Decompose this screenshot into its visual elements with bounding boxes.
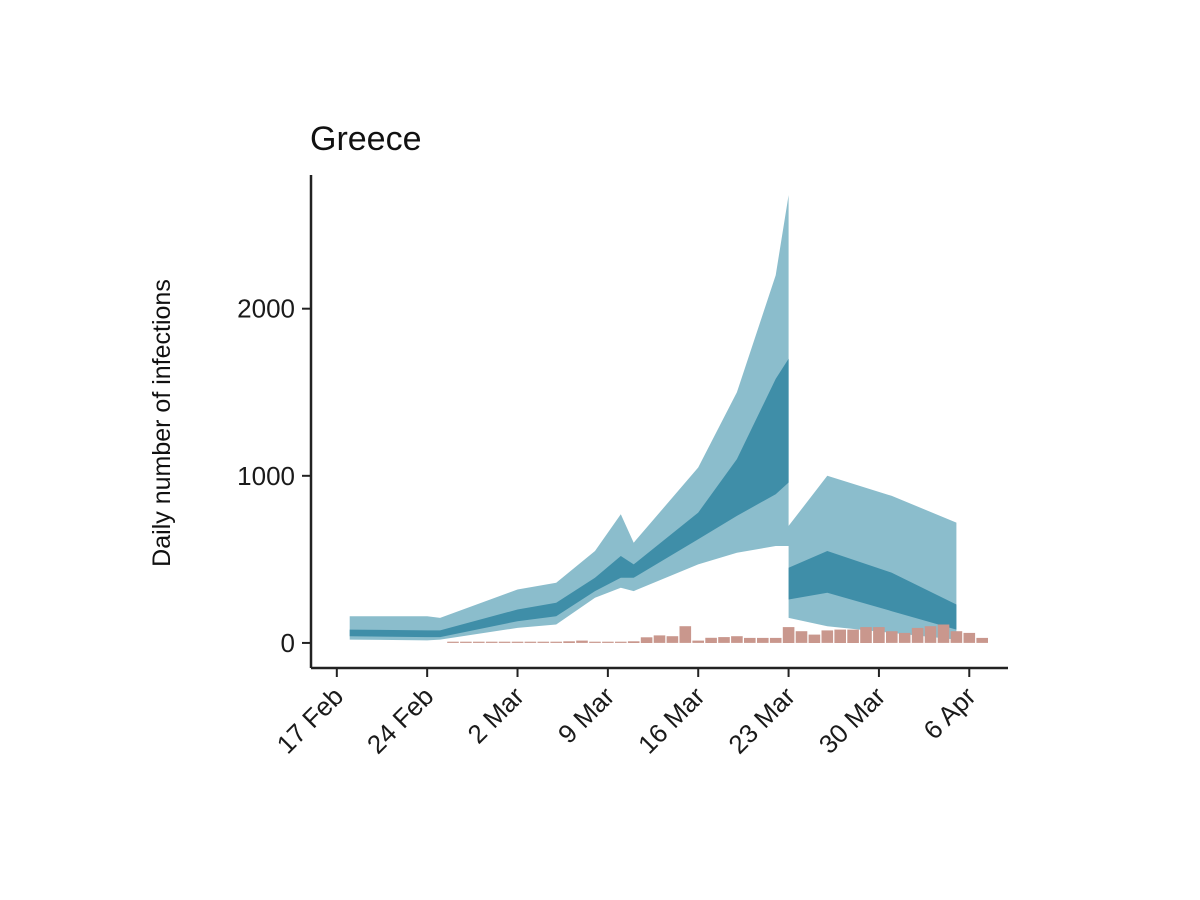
reported-case-bar [627, 641, 640, 643]
reported-case-bar [498, 641, 511, 643]
x-tick-label: 23 Mar [722, 681, 801, 760]
reported-case-bar [976, 637, 988, 643]
reported-case-bar [873, 627, 885, 643]
reported-case-bar [563, 641, 575, 643]
reported-case-bar [757, 637, 769, 643]
reported-case-bar [473, 641, 485, 643]
reported-case-bar [744, 637, 756, 643]
reported-case-bar [640, 637, 653, 643]
reported-case-bar [550, 641, 562, 643]
inner-uncertainty-band [349, 358, 957, 638]
chart-title: Greece [310, 120, 422, 158]
reported-case-bar [718, 637, 730, 643]
reported-case-bar [795, 631, 808, 643]
x-tick-label: 24 Feb [361, 681, 439, 759]
reported-case-bar [963, 632, 976, 643]
reported-case-bar [782, 627, 795, 643]
reported-case-bar [821, 630, 834, 643]
reported-case-bar [589, 641, 601, 643]
x-tick-label: 2 Mar [462, 681, 530, 749]
reported-case-bar [769, 637, 782, 643]
bars-layer [447, 624, 988, 643]
reported-case-bar [950, 631, 963, 643]
x-tick-label: 6 Apr [917, 681, 981, 745]
y-tick-label: 1000 [237, 461, 295, 491]
x-tick-label: 16 Mar [632, 681, 711, 760]
reported-case-bar [911, 627, 924, 643]
reported-case-bar [705, 637, 717, 643]
outer-uncertainty-band [349, 195, 957, 641]
reported-case-bar [808, 634, 821, 643]
reported-case-bar [937, 624, 950, 643]
reported-case-bar [602, 641, 614, 643]
plot-area [349, 195, 988, 643]
reported-case-bar [576, 640, 588, 643]
reported-case-bar [834, 629, 846, 643]
x-tick-label: 9 Mar [552, 681, 620, 749]
reported-case-bar [847, 629, 859, 643]
reported-case-bar [898, 632, 911, 643]
y-tick-label: 2000 [237, 294, 295, 324]
reported-case-bar [886, 631, 898, 643]
y-tick-label: 0 [281, 628, 295, 658]
reported-case-bar [653, 635, 666, 643]
reported-case-bar [537, 641, 550, 643]
reported-case-bar [447, 641, 459, 643]
reported-case-bar [692, 640, 704, 643]
x-axis-ticks: 17 Feb 24 Feb 2 Mar 9 Mar 16 Mar 23 Mar 30 Mar… [271, 668, 982, 759]
reported-case-bar [731, 636, 743, 643]
reported-case-bar [511, 641, 524, 643]
x-tick-label: 30 Mar [813, 681, 892, 760]
reported-case-bar [860, 627, 872, 643]
reported-case-bar [666, 636, 679, 643]
y-axis-ticks: 0 1000 2000 [237, 294, 311, 658]
y-axis-label: Daily number of infections [148, 279, 176, 567]
reported-case-bar [460, 641, 472, 643]
x-tick-label: 17 Feb [271, 681, 349, 759]
reported-case-bar [485, 641, 498, 643]
outer-band-layer [349, 195, 957, 641]
reported-case-bar [524, 641, 537, 643]
reported-case-bar [615, 641, 627, 643]
reported-case-bar [924, 626, 937, 643]
inner-band-layer [349, 358, 957, 638]
reported-case-bar [679, 626, 692, 643]
